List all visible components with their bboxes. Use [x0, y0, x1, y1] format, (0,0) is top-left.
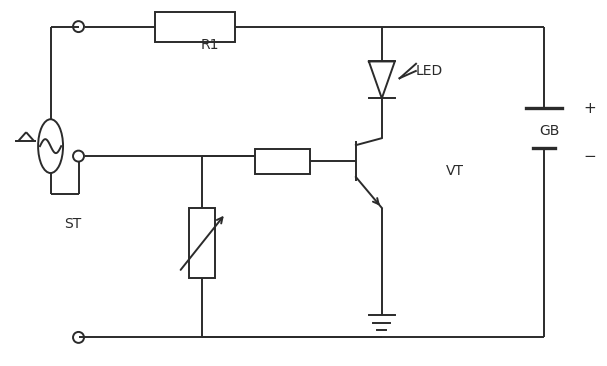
Text: GB: GB: [539, 124, 560, 138]
Text: LED: LED: [416, 64, 443, 78]
Bar: [189, 208, 215, 278]
Text: R1: R1: [201, 38, 220, 52]
Text: +: +: [583, 101, 595, 116]
Text: VT: VT: [446, 164, 464, 178]
Text: −: −: [583, 149, 595, 164]
Text: ST: ST: [64, 217, 81, 231]
Bar: [255, 149, 310, 173]
Bar: [155, 12, 235, 41]
